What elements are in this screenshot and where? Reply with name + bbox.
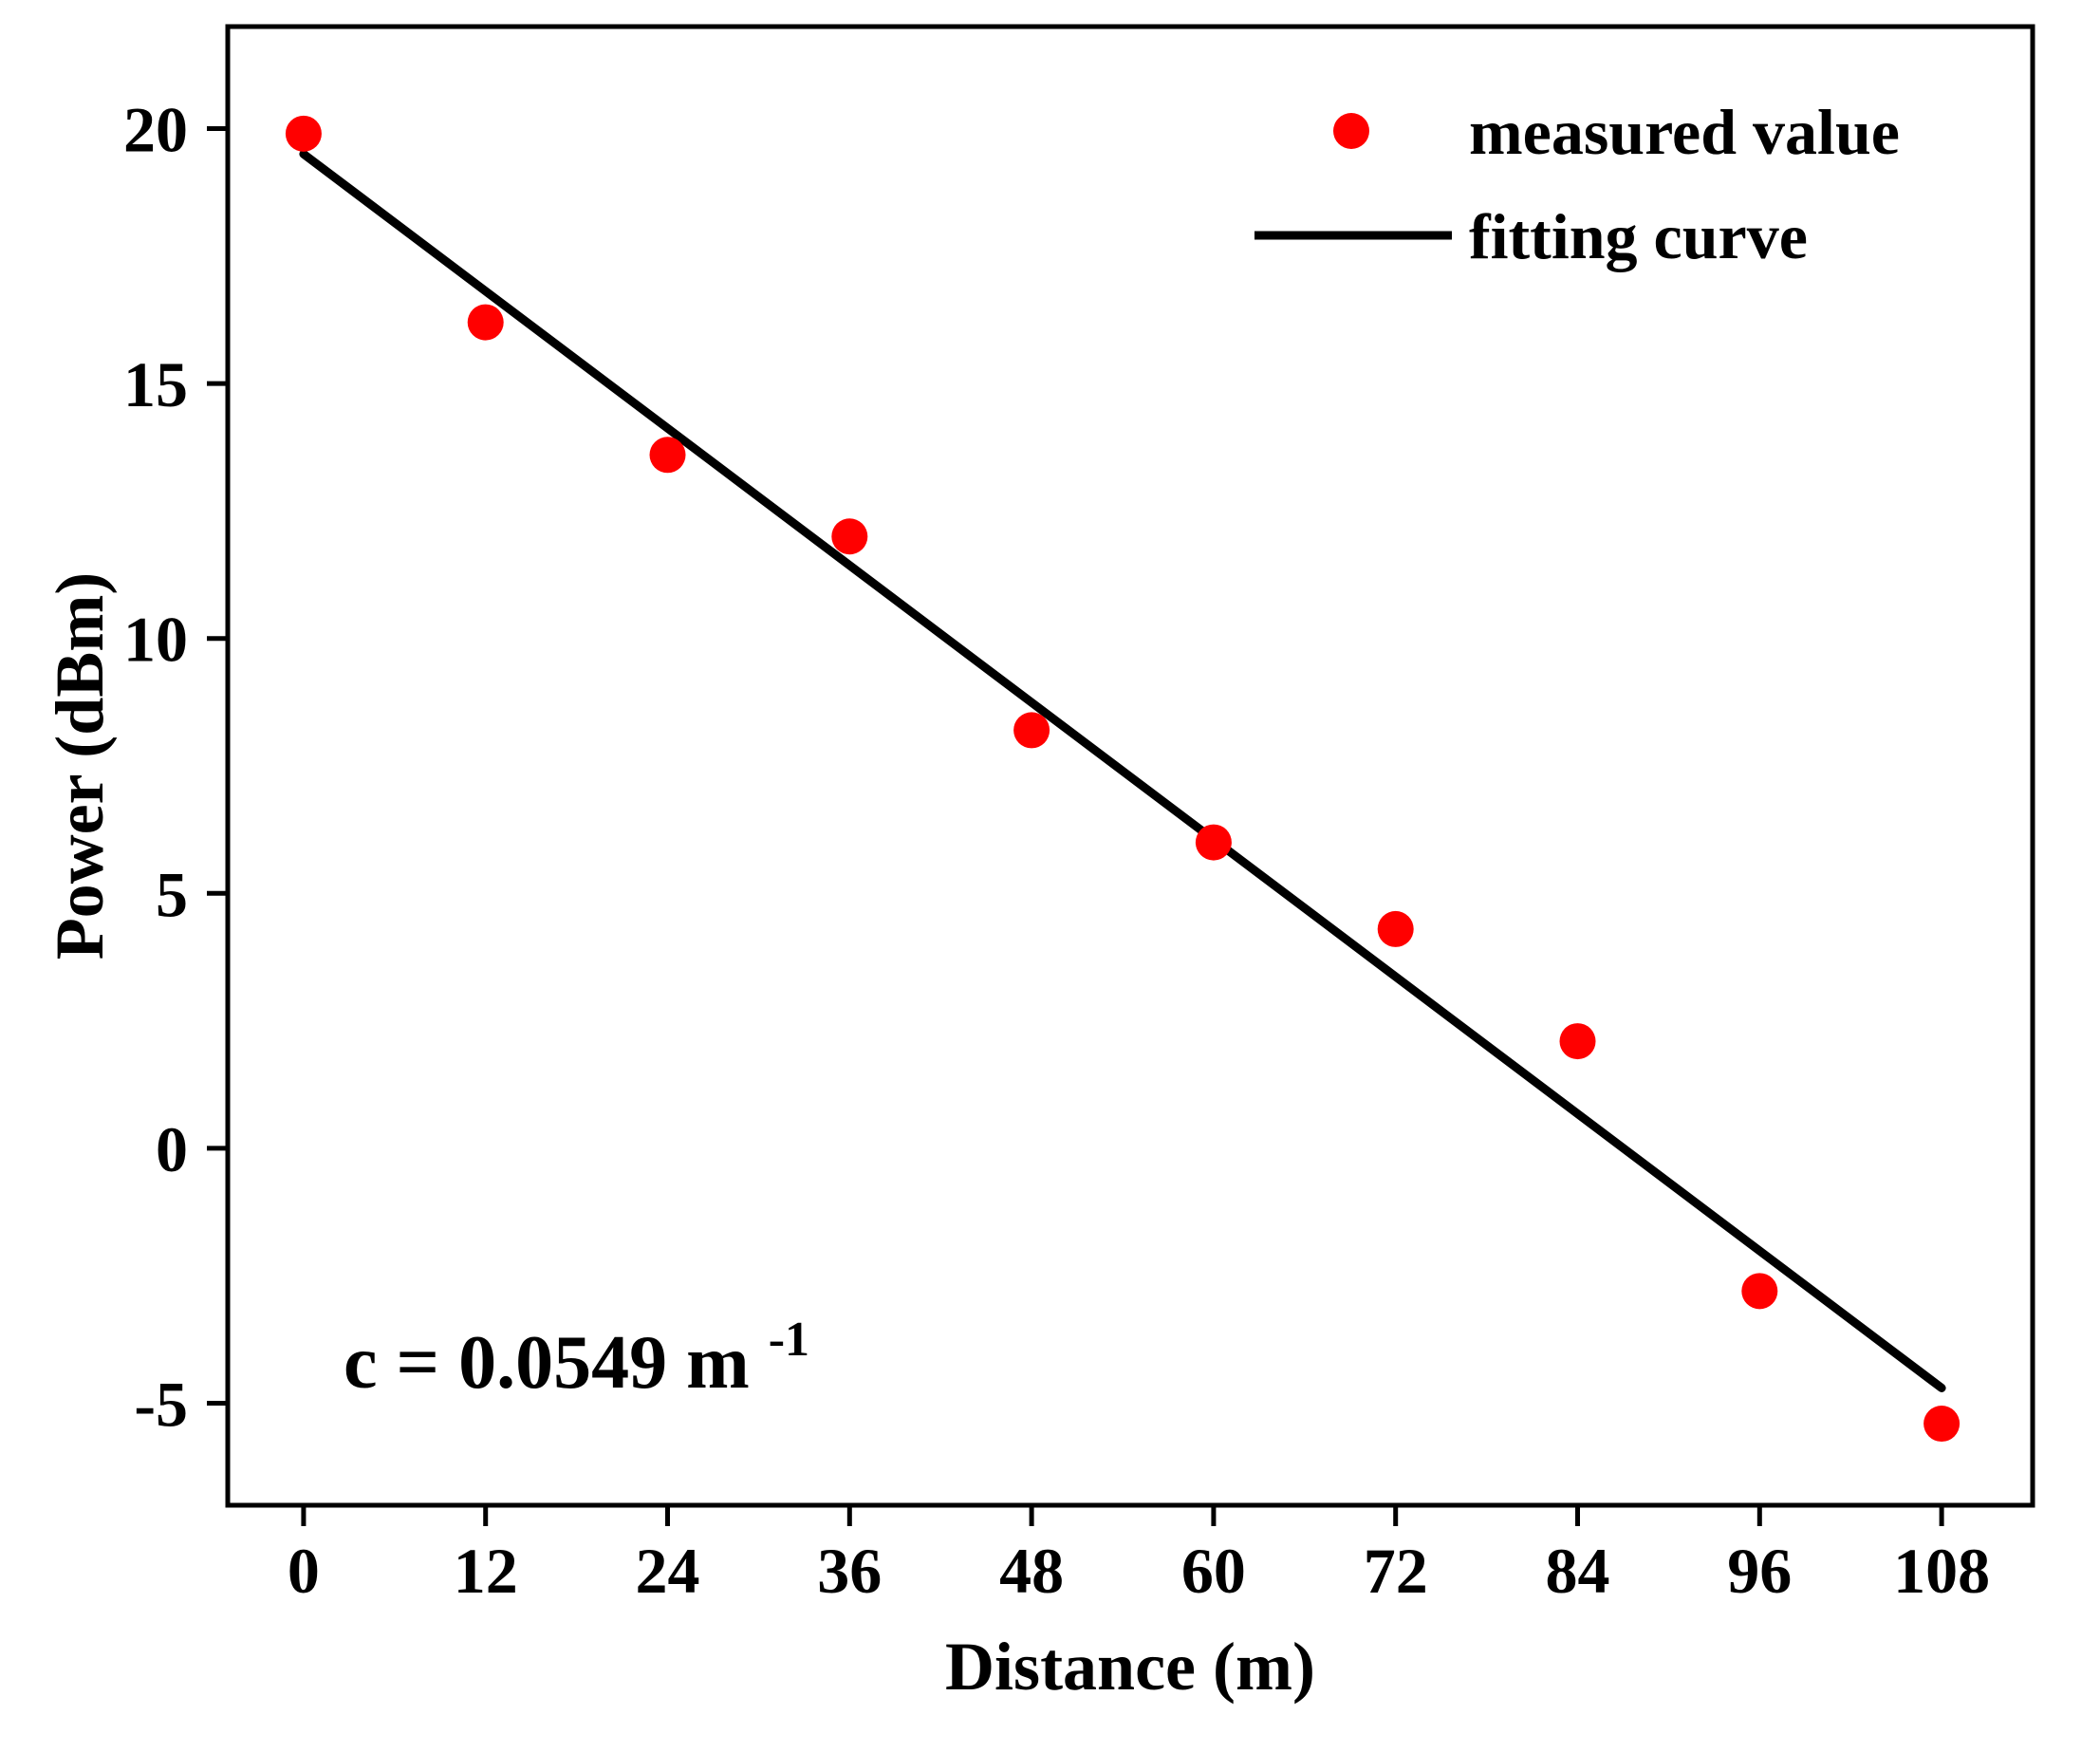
legend-label-fitting: fitting curve: [1469, 200, 1808, 272]
axis-ticks: [207, 125, 1944, 1526]
y-tick-label: -5: [134, 1369, 188, 1441]
data-point: [1741, 1273, 1778, 1310]
attenuation-annotation: c = 0.0549 m -1: [344, 1313, 809, 1405]
x-axis-title: Distance (m): [945, 1629, 1315, 1705]
data-point: [1559, 1023, 1596, 1060]
annotation-superscript: -1: [769, 1313, 809, 1367]
data-point: [1013, 712, 1050, 749]
data-point: [1377, 910, 1414, 947]
legend-label-measured: measured value: [1469, 96, 1900, 168]
fitting-curve-line: [299, 149, 1946, 1392]
y-tick-label: 10: [123, 604, 188, 676]
x-tick-label: 0: [288, 1535, 320, 1607]
y-tick-label: 0: [156, 1113, 188, 1185]
y-tick-label: 5: [156, 858, 188, 930]
x-tick-label: 36: [817, 1535, 882, 1607]
y-axis-title: Power (dBm): [42, 572, 118, 960]
x-tick-label: 24: [636, 1535, 700, 1607]
tick-labels: 0 12 24 36 48 60 72 84 96 108 -5 0 5 10 15 20: [123, 93, 1990, 1607]
data-point: [1195, 824, 1232, 861]
x-tick-label: 60: [1181, 1535, 1246, 1607]
y-tick-label: 15: [123, 348, 188, 420]
data-point: [1923, 1406, 1961, 1443]
fit-layer: [299, 149, 1946, 1392]
annotation-base: c = 0.0549 m: [344, 1321, 750, 1405]
data-point: [831, 518, 868, 555]
x-tick-label: 48: [999, 1535, 1064, 1607]
legend: measured value fitting curve: [1254, 96, 1900, 272]
legend-marker-measured: [1333, 113, 1369, 149]
x-tick-label: 108: [1893, 1535, 1990, 1607]
plot-frame: [225, 24, 2035, 1508]
points-layer: [285, 115, 1961, 1443]
x-tick-label: 84: [1546, 1535, 1610, 1607]
data-point: [467, 304, 504, 341]
data-point: [285, 115, 322, 152]
x-tick-label: 72: [1364, 1535, 1428, 1607]
x-tick-label: 96: [1727, 1535, 1792, 1607]
x-tick-label: 12: [454, 1535, 518, 1607]
y-tick-label: 20: [123, 93, 188, 165]
data-point: [649, 437, 686, 474]
